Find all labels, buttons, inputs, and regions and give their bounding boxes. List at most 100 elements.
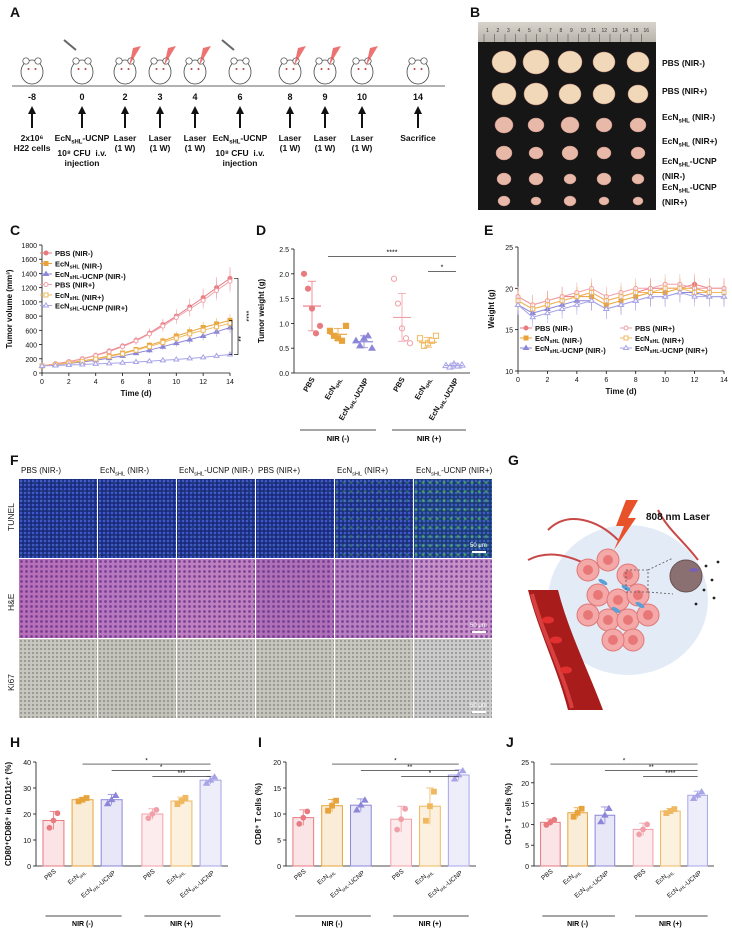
y-tick-label: 10 [521,822,529,829]
photo-group-label: EcNsHL (NIR+) [662,136,718,149]
mouse-ear [352,57,360,65]
data-point [214,288,220,294]
data-point [120,351,126,357]
bar [447,774,470,867]
y-axis-label: CD80⁺CD86⁺ in CD11c⁺ (%) [4,762,13,867]
legend-label: PBS (NIR-) [55,249,93,258]
y-axis-label: Tumor weight (g) [257,279,266,344]
micro-row-label: H&E [6,593,16,611]
data-point [50,817,57,824]
micro-image [256,479,334,558]
data-point [173,335,179,341]
syringe-icon [221,39,235,51]
data-point [342,322,350,329]
group-label: NIR (-) [327,434,350,443]
category-label: EcNsHL [166,868,187,887]
timeline-step-label: EcNsHL-UCNP 10⁸ CFU i.v. injection [212,133,268,168]
microscopy-grid: PBS (NIR-) EcNsHL (NIR-) EcNsHL-UCNP (NIR-… [0,455,500,725]
cell-nucleus [608,635,618,645]
timeline-day: 14 [412,92,423,102]
y-tick-label: 800 [25,314,37,321]
mouse-ear [150,57,158,65]
mouse-eye [162,68,165,70]
data-point [325,807,331,814]
micro-column-label: EcNsHL-UCNP (NIR-) [179,466,254,478]
micro-column-label: PBS (NIR-) [21,466,61,475]
tumor-specimen [528,172,544,186]
legend-marker [622,344,630,350]
tumor-specimen [530,196,542,206]
mouse-eye [357,68,360,70]
panel-letter-j: J [506,734,514,750]
laser-beam-icon [164,46,176,66]
legend-label: EcNsHL (NIR-) [55,260,103,271]
data-point [689,794,698,802]
timeline-step-label: Laser (1 W) [113,133,137,153]
data-point [402,335,410,342]
data-point [103,799,112,807]
micro-image [19,639,97,718]
y-tick-label: 25 [505,245,513,252]
tumor-specimen [563,195,577,207]
data-point [182,794,189,801]
legend-marker [43,261,49,266]
data-point [368,344,376,351]
ruler-number: 5 [528,28,531,34]
tumor-specimen [561,145,579,161]
y-tick-label: 1400 [21,271,37,278]
data-point [720,293,728,299]
ruler-number: 16 [644,28,650,34]
data-point [132,358,140,364]
laser-beam-icon [294,46,306,66]
cell-nucleus [628,635,638,645]
data-point [394,300,402,307]
zoom-line [647,591,674,595]
micro-image [98,559,176,638]
category-label: PBS [633,868,648,882]
mouse-eye [34,68,37,70]
mouse-ear [72,57,80,65]
group-label: NIR (+) [417,434,442,443]
timeline-arrowhead [78,106,86,114]
legend-marker [523,335,529,341]
x-tick-label: 0 [516,377,520,384]
data-point [214,324,220,330]
significance-bracket [234,278,239,355]
bar [199,779,222,867]
data-point [529,313,537,320]
category-label: EcNsHL [316,868,337,887]
bar [567,812,588,867]
data-point [200,327,206,333]
y-tick-label: 5 [277,838,281,845]
micro-image [177,479,255,558]
data-point [574,809,581,816]
legend-label: EcNsHL-UCNP (NIR+) [55,302,128,313]
x-tick-label: 0 [40,379,44,386]
data-point [543,822,550,828]
red-blood-cell [560,666,572,674]
timeline-arrowhead [286,106,294,114]
data-point [640,826,646,833]
data-point [199,353,207,360]
y-tick-label: 0 [277,864,281,871]
legend-marker [42,270,50,276]
timeline-day: 6 [237,92,243,102]
y-tick-label: 400 [25,343,37,350]
timeline-day: 9 [322,92,328,102]
data-point [200,297,206,303]
bar [71,799,94,867]
data-point [605,804,613,811]
data-point [106,354,112,360]
mouse-eye [327,68,330,70]
data-point [149,811,156,817]
tumor-specimen [560,116,580,134]
ruler-number: 8 [560,28,563,34]
tumor-photo: 1 2 3 4 5 6 7 8 9 10 11 12 13 14 15 16 [478,22,656,210]
significance-mark: * [441,264,444,271]
bar [349,804,372,867]
micro-image [19,479,97,558]
mouse-eye [292,68,295,70]
timeline-arrowhead [358,106,366,114]
ruler-number: 13 [612,28,618,34]
data-point [172,356,180,362]
